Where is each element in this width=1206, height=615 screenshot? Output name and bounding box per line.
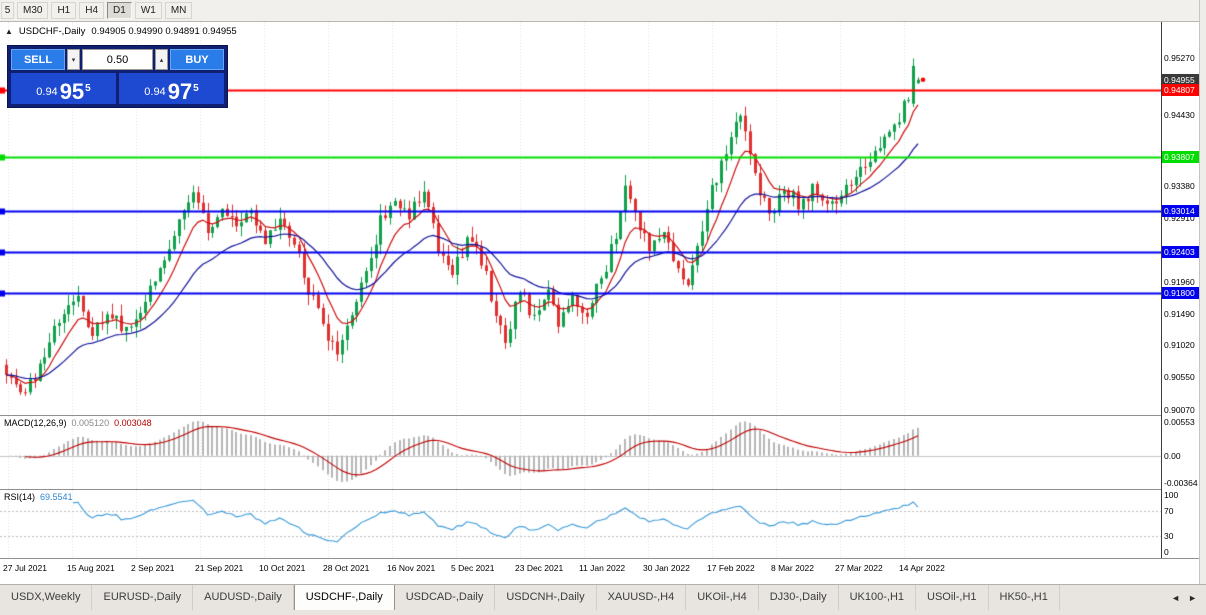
macd-label: MACD(12,26,9) 0.005120 0.003048 bbox=[4, 418, 152, 428]
chart-ohlc-values: 0.94905 0.94990 0.94891 0.94955 bbox=[91, 26, 237, 37]
rsi-name: RSI(14) bbox=[4, 492, 36, 502]
price-marker-label: 0.91800 bbox=[1162, 286, 1199, 299]
chart-tab-ukoil-h4[interactable]: UKOil-,H4 bbox=[686, 585, 759, 610]
buy-price-pipette: 5 bbox=[193, 83, 199, 94]
sell-price-big-digits: 95 bbox=[59, 79, 85, 104]
chart-tabs-strip: USDX,Weekly EURUSD-,Daily AUDUSD-,Daily USD… bbox=[0, 585, 1206, 610]
price-marker-label: 0.92403 bbox=[1162, 246, 1199, 259]
timeframe-button-5[interactable]: 5 bbox=[1, 2, 14, 19]
sell-price-display[interactable]: 0.94 95 5 bbox=[11, 73, 116, 104]
price-marker-label: 0.93807 bbox=[1162, 151, 1199, 164]
time-axis-label: 28 Oct 2021 bbox=[323, 563, 370, 573]
time-axis-label: 5 Dec 2021 bbox=[451, 563, 495, 573]
time-axis-label: 27 Jul 2021 bbox=[3, 563, 47, 573]
price-axis-tick: 0.92910 bbox=[1164, 212, 1195, 223]
time-axis-label: 30 Jan 2022 bbox=[643, 563, 690, 573]
time-axis-label: 11 Jan 2022 bbox=[579, 563, 626, 573]
chart-tab-hk50-h1[interactable]: HK50-,H1 bbox=[989, 585, 1060, 610]
time-axis-label: 10 Oct 2021 bbox=[259, 563, 306, 573]
rsi-label: RSI(14) 69.5541 bbox=[4, 492, 73, 502]
time-axis-label: 8 Mar 2022 bbox=[771, 563, 814, 573]
chart-title: ▲ USDCHF-,Daily 0.94905 0.94990 0.94891 … bbox=[5, 26, 237, 37]
macd-signal-value: 0.003048 bbox=[114, 418, 152, 428]
rsi-value: 69.5541 bbox=[40, 492, 73, 502]
price-axis-tick: 0.91020 bbox=[1164, 340, 1195, 351]
timeframe-button-m30[interactable]: M30 bbox=[17, 2, 49, 19]
price-marker-label: 0.94807 bbox=[1162, 83, 1199, 96]
macd-axis-label: 0.00553 bbox=[1164, 417, 1195, 427]
time-axis-label: 14 Apr 2022 bbox=[899, 563, 945, 573]
macd-axis-label: 0.00 bbox=[1164, 450, 1181, 461]
timeframe-toolbar: 5 M30 H1 H4 D1 W1 MN bbox=[0, 0, 1206, 22]
macd-axis-label: -0.00364 bbox=[1164, 478, 1198, 488]
time-axis-label: 23 Dec 2021 bbox=[515, 563, 564, 573]
price-axis-tick: 0.90070 bbox=[1164, 404, 1195, 415]
chart-symbol-period: USDCHF-,Daily bbox=[18, 26, 86, 37]
price-marker-label: 0.93014 bbox=[1162, 204, 1199, 217]
chart-tabs-bar: USDX,Weekly EURUSD-,Daily AUDUSD-,Daily USD… bbox=[0, 584, 1206, 615]
time-axis-label: 21 Sep 2021 bbox=[195, 563, 244, 573]
rsi-axis-label: 100 bbox=[1164, 490, 1179, 500]
panel-divider[interactable] bbox=[0, 415, 1206, 416]
time-axis[interactable] bbox=[0, 558, 1206, 584]
buy-price-big-digits: 97 bbox=[167, 79, 193, 104]
tabs-scroll-left-button[interactable]: ◄ bbox=[1171, 593, 1181, 603]
rsi-axis-label: 0 bbox=[1164, 547, 1169, 557]
buy-price-prefix: 0.94 bbox=[144, 86, 166, 98]
one-click-trading-panel: SELL ▾ ▴ BUY 0.94 95 5 0.94 97 5 bbox=[7, 45, 228, 108]
price-axis-tick: 0.93380 bbox=[1164, 181, 1195, 192]
sell-price-pipette: 5 bbox=[85, 83, 91, 94]
tabs-scroll-right-button[interactable]: ► bbox=[1188, 593, 1197, 603]
chart-tab-audusd-daily[interactable]: AUDUSD-,Daily bbox=[193, 585, 294, 610]
sell-button[interactable]: SELL bbox=[11, 49, 65, 70]
tab-scroll-arrows: ◄ ► bbox=[1171, 593, 1197, 603]
time-axis-label: 27 Mar 2022 bbox=[835, 563, 883, 573]
time-axis-label: 16 Nov 2021 bbox=[387, 563, 436, 573]
rsi-canvas[interactable] bbox=[0, 490, 1161, 558]
chart-tab-usdchf-daily[interactable]: USDCHF-,Daily bbox=[293, 585, 395, 610]
volume-increase-button[interactable]: ▴ bbox=[155, 49, 168, 70]
macd-main-value: 0.005120 bbox=[71, 418, 110, 428]
timeframe-button-mn[interactable]: MN bbox=[164, 2, 193, 19]
price-axis-tick: 0.95270 bbox=[1164, 53, 1195, 64]
chevron-up-icon: ▴ bbox=[159, 56, 164, 64]
chart-tab-uk100-h1[interactable]: UK100-,H1 bbox=[839, 585, 917, 610]
volume-input[interactable] bbox=[82, 49, 153, 70]
chevron-down-icon: ▾ bbox=[71, 56, 76, 64]
chart-tab-dj30-daily[interactable]: DJ30-,Daily bbox=[759, 585, 839, 610]
time-axis-label: 17 Feb 2022 bbox=[707, 563, 755, 573]
one-click-collapse-icon[interactable]: ▲ bbox=[5, 27, 13, 36]
macd-indicator-panel: MACD(12,26,9) 0.005120 0.003048 bbox=[0, 416, 1161, 489]
panel-divider[interactable] bbox=[0, 489, 1206, 490]
price-chart-panel: ▲ USDCHF-,Daily 0.94905 0.94990 0.94891 … bbox=[0, 22, 1161, 415]
time-axis-label: 2 Sep 2021 bbox=[131, 563, 175, 573]
volume-decrease-button[interactable]: ▾ bbox=[67, 49, 80, 70]
chart-tab-usoil-h1[interactable]: USOil-,H1 bbox=[916, 585, 989, 610]
chart-tab-eurusd-daily[interactable]: EURUSD-,Daily bbox=[92, 585, 194, 610]
rsi-indicator-panel: RSI(14) 69.5541 bbox=[0, 490, 1161, 558]
buy-price-display[interactable]: 0.94 97 5 bbox=[119, 73, 224, 104]
sell-price-prefix: 0.94 bbox=[36, 86, 58, 98]
price-axis-tick: 0.94430 bbox=[1164, 110, 1195, 121]
chart-tab-usdx-weekly[interactable]: USDX,Weekly bbox=[0, 585, 93, 610]
price-axis-tick: 0.91490 bbox=[1164, 308, 1195, 319]
price-axis-tick: 0.90550 bbox=[1164, 372, 1195, 383]
window-right-edge bbox=[1199, 0, 1206, 615]
rsi-axis-label: 30 bbox=[1164, 531, 1174, 542]
timeframe-button-h4[interactable]: H4 bbox=[79, 2, 105, 19]
time-axis-label: 15 Aug 2021 bbox=[67, 563, 115, 573]
chart-tab-usdcnh-daily[interactable]: USDCNH-,Daily bbox=[495, 585, 597, 610]
macd-canvas[interactable] bbox=[0, 416, 1161, 489]
chart-tab-usdcad-daily[interactable]: USDCAD-,Daily bbox=[395, 585, 496, 610]
price-axis-tick: 0.91960 bbox=[1164, 276, 1195, 287]
timeframe-button-d1[interactable]: D1 bbox=[107, 2, 132, 19]
chart-tab-xauusd-h4[interactable]: XAUUSD-,H4 bbox=[597, 585, 687, 610]
rsi-axis-label: 70 bbox=[1164, 505, 1174, 516]
timeframe-button-w1[interactable]: W1 bbox=[134, 2, 162, 19]
macd-name: MACD(12,26,9) bbox=[4, 418, 67, 428]
buy-button[interactable]: BUY bbox=[170, 49, 224, 70]
timeframe-button-h1[interactable]: H1 bbox=[51, 2, 77, 19]
price-marker-label: 0.94955 bbox=[1162, 73, 1199, 86]
